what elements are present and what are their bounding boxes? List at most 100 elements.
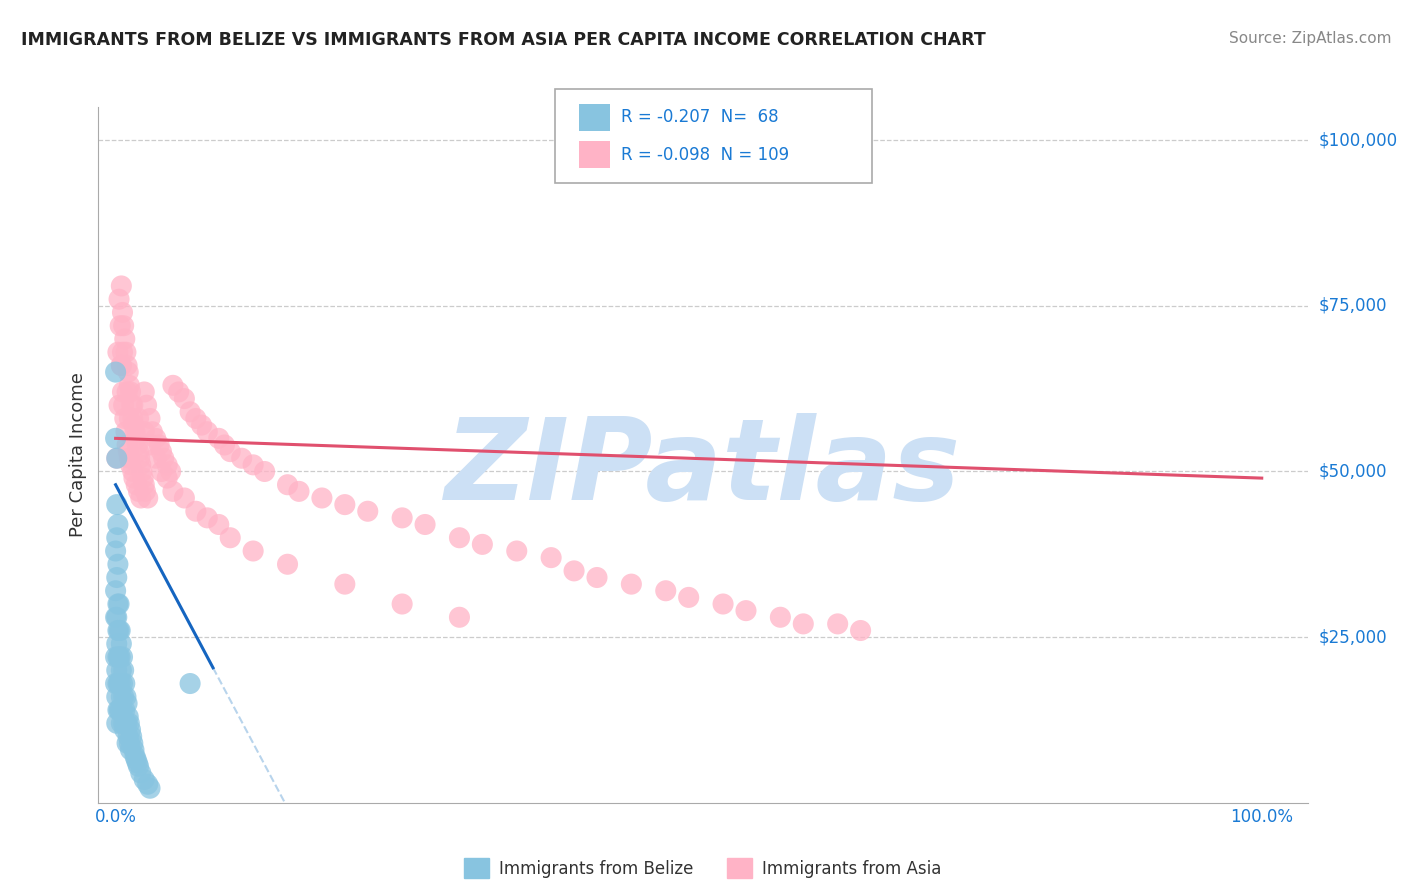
Point	[120, 458, 142, 472]
Point	[231, 451, 253, 466]
Point	[173, 491, 195, 505]
Point	[586, 570, 609, 584]
Point	[208, 431, 231, 445]
Point	[120, 723, 142, 737]
Point	[115, 716, 138, 731]
Point	[413, 517, 436, 532]
Point	[107, 624, 129, 638]
Point	[125, 477, 148, 491]
Point	[121, 398, 143, 412]
Point	[107, 676, 129, 690]
Text: ZIPatlas: ZIPatlas	[444, 413, 962, 524]
Point	[107, 597, 129, 611]
Point	[107, 558, 129, 572]
Point	[115, 425, 138, 439]
Point	[110, 690, 132, 704]
Point	[562, 564, 585, 578]
Point	[127, 756, 149, 770]
Point	[311, 491, 333, 505]
Point	[141, 425, 163, 439]
Point	[150, 465, 173, 479]
Point	[150, 444, 173, 458]
Text: R = -0.098  N = 109: R = -0.098 N = 109	[621, 145, 790, 163]
Point	[105, 570, 128, 584]
Point	[678, 591, 700, 605]
Point	[117, 365, 139, 379]
Point	[105, 690, 128, 704]
Point	[105, 716, 128, 731]
Point	[219, 444, 242, 458]
Point	[108, 650, 131, 665]
Point	[179, 676, 201, 690]
Point	[620, 577, 643, 591]
Point	[107, 345, 129, 359]
Point	[128, 759, 150, 773]
Point	[120, 384, 142, 399]
Point	[219, 531, 242, 545]
Point	[118, 451, 141, 466]
Point	[242, 458, 264, 472]
Point	[792, 616, 814, 631]
Point	[121, 730, 143, 744]
Point	[114, 411, 136, 425]
Text: IMMIGRANTS FROM BELIZE VS IMMIGRANTS FROM ASIA PER CAPITA INCOME CORRELATION CHA: IMMIGRANTS FROM BELIZE VS IMMIGRANTS FRO…	[21, 31, 986, 49]
Point	[827, 616, 849, 631]
Point	[122, 471, 145, 485]
Point	[117, 444, 139, 458]
Point	[540, 550, 562, 565]
Point	[121, 465, 143, 479]
Point	[104, 431, 127, 445]
Point	[506, 544, 529, 558]
Point	[253, 465, 276, 479]
Point	[115, 736, 138, 750]
Point	[122, 418, 145, 433]
Point	[118, 736, 141, 750]
Point	[148, 438, 170, 452]
Point	[159, 465, 181, 479]
Point	[110, 663, 132, 677]
Point	[769, 610, 792, 624]
Point	[277, 558, 299, 572]
Point	[118, 378, 141, 392]
Point	[115, 345, 138, 359]
Point	[214, 438, 236, 452]
Point	[242, 544, 264, 558]
Point	[114, 723, 136, 737]
Point	[108, 703, 131, 717]
Point	[128, 451, 150, 466]
Point	[136, 491, 159, 505]
Point	[134, 425, 156, 439]
Point	[132, 471, 155, 485]
Point	[122, 743, 145, 757]
Point	[131, 465, 153, 479]
Point	[115, 384, 138, 399]
Point	[333, 577, 356, 591]
Point	[115, 697, 138, 711]
Point	[134, 484, 156, 499]
Point	[134, 477, 156, 491]
Point	[124, 425, 146, 439]
Point	[277, 477, 299, 491]
Point	[129, 491, 152, 505]
Point	[108, 676, 131, 690]
Point	[115, 690, 138, 704]
Point	[139, 438, 162, 452]
Point	[655, 583, 678, 598]
Point	[110, 359, 132, 373]
Point	[112, 398, 135, 412]
Point	[110, 637, 132, 651]
Point	[117, 730, 139, 744]
Point	[112, 318, 135, 333]
Point	[107, 517, 129, 532]
Point	[105, 637, 128, 651]
Point	[104, 583, 127, 598]
Point	[152, 451, 174, 466]
Point	[110, 359, 132, 373]
Point	[136, 777, 159, 791]
Point	[195, 425, 218, 439]
Text: R = -0.207  N=  68: R = -0.207 N= 68	[621, 109, 779, 127]
Point	[156, 471, 179, 485]
Point	[108, 624, 131, 638]
Point	[179, 405, 201, 419]
Point	[115, 716, 138, 731]
